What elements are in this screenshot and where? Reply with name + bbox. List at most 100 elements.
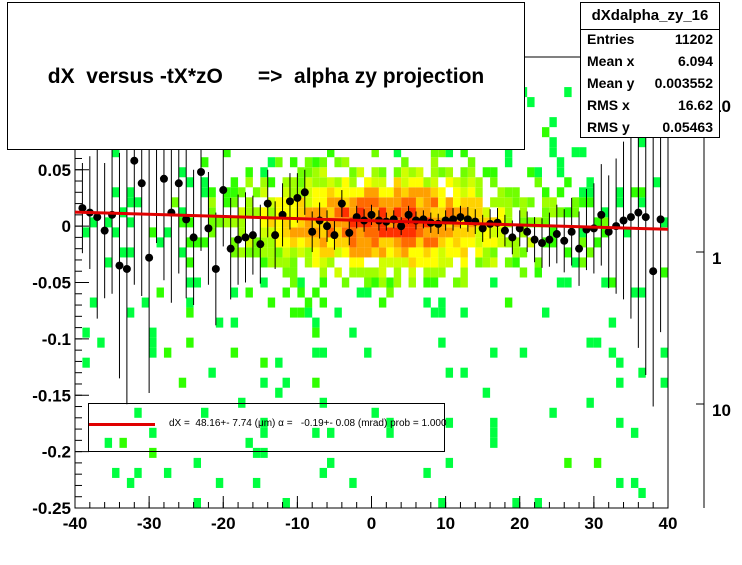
heatmap-cell <box>378 297 387 308</box>
heatmap-cell <box>460 177 468 188</box>
heatmap-cell <box>534 177 542 188</box>
heatmap-cell <box>208 217 216 228</box>
heatmap-cell <box>541 207 550 218</box>
heatmap-cell <box>334 157 342 168</box>
heatmap-cell <box>386 257 394 268</box>
heatmap-cell <box>438 237 446 248</box>
heatmap-cell <box>349 267 357 278</box>
heatmap-cell <box>430 177 439 188</box>
heatmap-cell <box>549 227 557 238</box>
heatmap-cell <box>312 327 320 338</box>
heatmap-cell <box>364 347 372 358</box>
heatmap-cell <box>364 187 372 198</box>
profile-point <box>552 230 561 239</box>
heatmap-cell <box>215 317 224 328</box>
heatmap-cell <box>549 237 557 248</box>
heatmap-cell <box>289 247 298 258</box>
profile-point <box>159 174 168 183</box>
heatmap-cell <box>260 217 268 228</box>
heatmap-cell <box>386 247 394 258</box>
heatmap-cell <box>349 247 357 258</box>
heatmap-cell <box>304 257 313 268</box>
heatmap-cell <box>289 217 298 228</box>
profile-point <box>641 213 650 222</box>
profile-point <box>308 227 317 236</box>
heatmap-cell <box>327 237 335 248</box>
profile-point <box>226 244 235 253</box>
profile-point <box>367 210 376 219</box>
heatmap-cell <box>341 247 350 258</box>
heatmap-cell <box>430 277 439 288</box>
heatmap-cell <box>304 237 313 248</box>
heatmap-cell <box>556 187 565 198</box>
heatmap-cell <box>267 157 276 168</box>
heatmap-cell <box>238 247 246 258</box>
heatmap-cell <box>467 157 476 168</box>
heatmap-cell <box>223 197 231 208</box>
heatmap-cell <box>527 197 535 208</box>
heatmap-cell <box>571 197 580 208</box>
heatmap-cell <box>223 217 231 228</box>
heatmap-cell <box>104 217 113 228</box>
heatmap-cell <box>460 227 468 238</box>
heatmap-cell <box>289 187 298 198</box>
heatmap-cell <box>371 147 379 158</box>
heatmap-cell <box>378 227 387 238</box>
heatmap-cell <box>423 267 431 278</box>
heatmap-cell <box>556 167 565 178</box>
heatmap-cell <box>490 227 498 238</box>
heatmap-cell <box>193 277 202 288</box>
heatmap-cell <box>401 247 409 258</box>
heatmap-cell <box>319 297 328 308</box>
heatmap-cell <box>378 237 387 248</box>
heatmap-cell <box>527 167 535 178</box>
heatmap-cell <box>341 277 350 288</box>
heatmap-cell <box>126 307 135 318</box>
heatmap-cell <box>267 227 276 238</box>
heatmap-cell <box>408 237 416 248</box>
heatmap-cell <box>304 307 313 318</box>
heatmap-cell <box>401 257 409 268</box>
heatmap-cell <box>312 217 320 228</box>
heatmap-cell <box>104 257 113 268</box>
heatmap-cell <box>304 207 313 218</box>
heatmap-cell <box>608 317 617 328</box>
heatmap-cell <box>497 187 505 198</box>
heatmap-cell <box>201 177 209 188</box>
heatmap-cell <box>386 417 394 428</box>
heatmap-cell <box>549 147 557 158</box>
heatmap-cell <box>341 157 350 168</box>
heatmap-cell <box>112 467 120 478</box>
heatmap-cell <box>327 177 335 188</box>
heatmap-cell <box>423 467 431 478</box>
y-tick-label: -0.05 <box>32 274 71 293</box>
heatmap-cell <box>519 347 528 358</box>
heatmap-cell <box>534 167 542 178</box>
heatmap-cell <box>408 167 416 178</box>
heatmap-cell <box>89 297 98 308</box>
heatmap-cell <box>586 187 594 198</box>
heatmap-cell <box>504 237 513 248</box>
heatmap-cell <box>282 497 290 508</box>
heatmap-cell <box>579 237 587 248</box>
heatmap-cell <box>378 277 387 288</box>
heatmap-cell <box>564 457 572 468</box>
heatmap-cell <box>341 207 350 218</box>
profile-point <box>285 197 294 206</box>
stats-key: RMS x <box>587 97 630 113</box>
heatmap-cell <box>579 187 587 198</box>
stats-key: RMS y <box>587 119 630 135</box>
profile-point <box>93 213 102 222</box>
profile-point <box>300 188 309 197</box>
heatmap-cell <box>230 317 239 328</box>
profile-point <box>323 222 332 231</box>
heatmap-cell <box>541 307 550 318</box>
heatmap-cell <box>327 227 335 238</box>
profile-point <box>478 224 487 233</box>
heatmap-cell <box>504 187 513 198</box>
heatmap-cell <box>467 227 476 238</box>
heatmap-cell <box>408 197 416 208</box>
heatmap-cell <box>312 207 320 218</box>
heatmap-cell <box>415 187 424 198</box>
heatmap-cell <box>371 217 379 228</box>
